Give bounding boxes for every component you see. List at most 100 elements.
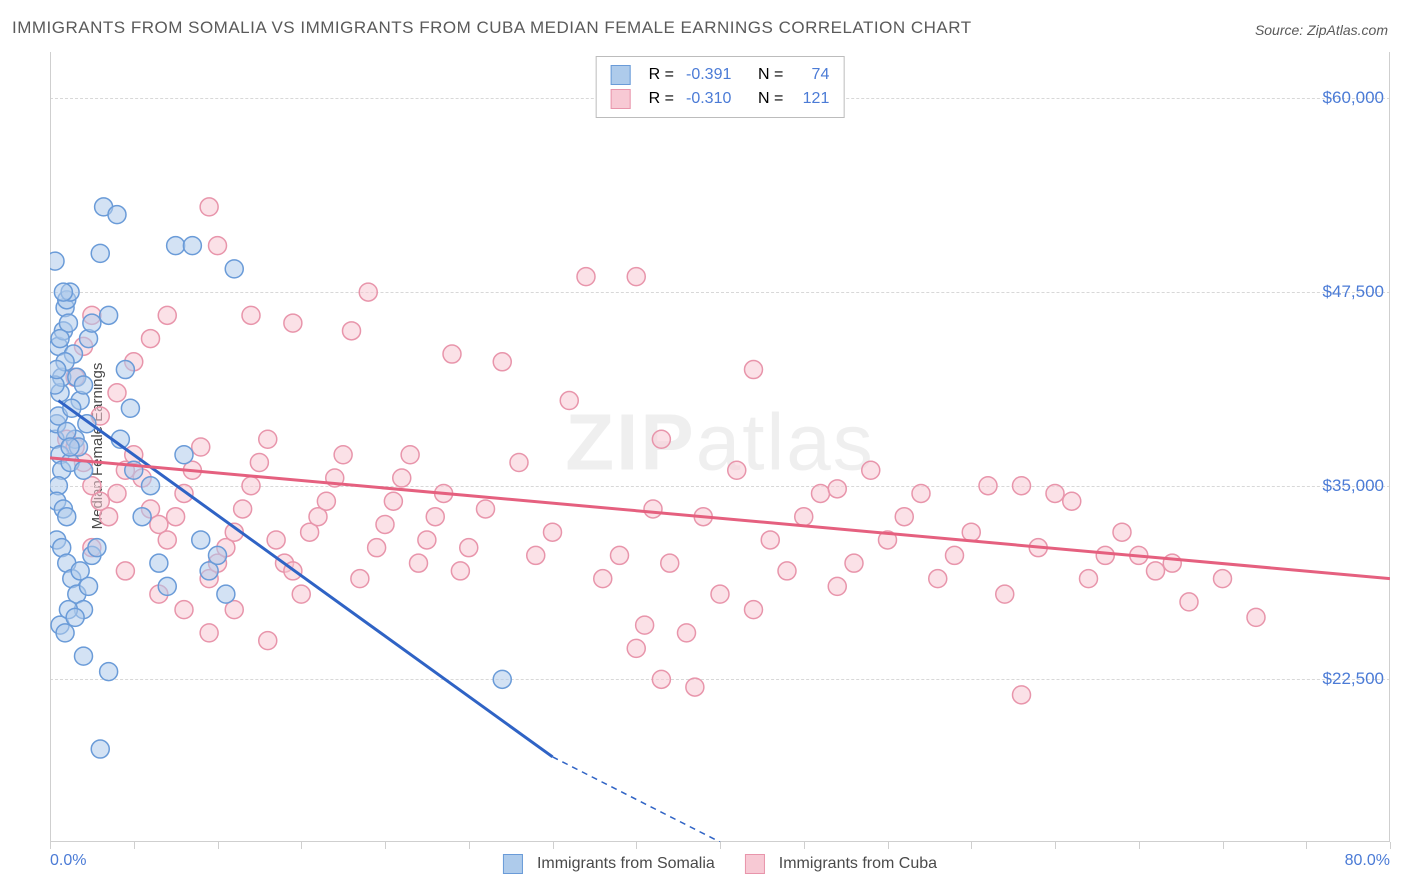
data-point bbox=[167, 237, 185, 255]
corr-row-0: R = -0.391 N = 74 bbox=[611, 63, 830, 87]
correlation-box: R = -0.391 N = 74 R = -0.310 N = 121 bbox=[596, 56, 845, 118]
data-point bbox=[209, 546, 227, 564]
data-point bbox=[761, 531, 779, 549]
x-minor-tick bbox=[50, 842, 51, 849]
data-point bbox=[1096, 546, 1114, 564]
data-point bbox=[560, 392, 578, 410]
data-point bbox=[158, 531, 176, 549]
data-point bbox=[58, 508, 76, 526]
data-point bbox=[66, 608, 84, 626]
data-point bbox=[862, 461, 880, 479]
data-point bbox=[359, 283, 377, 301]
data-point bbox=[845, 554, 863, 572]
data-point bbox=[234, 500, 252, 518]
data-point bbox=[267, 531, 285, 549]
data-point bbox=[91, 244, 109, 262]
x-minor-tick bbox=[553, 842, 554, 849]
data-point bbox=[1063, 492, 1081, 510]
x-minor-tick bbox=[720, 842, 721, 849]
data-point bbox=[410, 554, 428, 572]
data-point bbox=[80, 577, 98, 595]
data-point bbox=[88, 539, 106, 557]
legend-bottom: Immigrants from Somalia Immigrants from … bbox=[503, 854, 937, 874]
x-minor-tick bbox=[1306, 842, 1307, 849]
data-point bbox=[1147, 562, 1165, 580]
data-point bbox=[979, 477, 997, 495]
data-point bbox=[158, 306, 176, 324]
data-point bbox=[1080, 570, 1098, 588]
data-point bbox=[1046, 484, 1064, 502]
data-point bbox=[460, 539, 478, 557]
plot-area: ZIPatlas $22,500$35,000$47,500$60,000 R … bbox=[50, 52, 1390, 842]
x-minor-tick bbox=[1139, 842, 1140, 849]
data-point bbox=[1163, 554, 1181, 572]
swatch-series-0 bbox=[503, 854, 523, 874]
data-point bbox=[611, 546, 629, 564]
x-minor-tick bbox=[385, 842, 386, 849]
data-point bbox=[242, 477, 260, 495]
data-point bbox=[368, 539, 386, 557]
data-point bbox=[577, 268, 595, 286]
r-value-1: -0.310 bbox=[686, 90, 746, 108]
data-point bbox=[594, 570, 612, 588]
data-point bbox=[175, 601, 193, 619]
swatch-series-1 bbox=[745, 854, 765, 874]
data-point bbox=[192, 531, 210, 549]
data-point bbox=[401, 446, 419, 464]
trend-line bbox=[58, 401, 552, 757]
data-point bbox=[686, 678, 704, 696]
data-point bbox=[108, 384, 126, 402]
data-point bbox=[317, 492, 335, 510]
legend-item-0: Immigrants from Somalia bbox=[503, 854, 715, 874]
trend-line-extrapolated bbox=[553, 757, 721, 842]
data-point bbox=[778, 562, 796, 580]
legend-label-0: Immigrants from Somalia bbox=[537, 855, 715, 873]
data-point bbox=[652, 430, 670, 448]
data-point bbox=[54, 283, 72, 301]
x-minor-tick bbox=[888, 842, 889, 849]
data-point bbox=[242, 306, 260, 324]
data-point bbox=[100, 508, 118, 526]
data-point bbox=[209, 237, 227, 255]
data-point bbox=[142, 330, 160, 348]
data-point bbox=[636, 616, 654, 634]
data-point bbox=[116, 361, 134, 379]
n-value-1: 121 bbox=[795, 90, 829, 108]
data-point bbox=[51, 330, 69, 348]
data-point bbox=[75, 647, 93, 665]
data-point bbox=[250, 453, 268, 471]
data-point bbox=[200, 624, 218, 642]
data-point bbox=[962, 523, 980, 541]
x-minor-tick bbox=[636, 842, 637, 849]
data-point bbox=[527, 546, 545, 564]
data-point bbox=[75, 376, 93, 394]
data-point bbox=[745, 361, 763, 379]
data-point bbox=[1214, 570, 1232, 588]
data-point bbox=[627, 268, 645, 286]
corr-row-1: R = -0.310 N = 121 bbox=[611, 87, 830, 111]
r-label: R = bbox=[649, 66, 674, 84]
data-point bbox=[510, 453, 528, 471]
data-point bbox=[1113, 523, 1131, 541]
data-point bbox=[477, 500, 495, 518]
data-point bbox=[100, 663, 118, 681]
data-point bbox=[828, 480, 846, 498]
data-point bbox=[56, 624, 74, 642]
r-value-0: -0.391 bbox=[686, 66, 746, 84]
data-point bbox=[1013, 477, 1031, 495]
data-point bbox=[828, 577, 846, 595]
data-point bbox=[661, 554, 679, 572]
data-point bbox=[895, 508, 913, 526]
legend-label-1: Immigrants from Cuba bbox=[779, 855, 937, 873]
x-minor-tick bbox=[971, 842, 972, 849]
data-point bbox=[544, 523, 562, 541]
data-point bbox=[225, 260, 243, 278]
data-point bbox=[1247, 608, 1265, 626]
data-point bbox=[493, 353, 511, 371]
data-point bbox=[259, 632, 277, 650]
x-minor-tick bbox=[1390, 842, 1391, 849]
data-point bbox=[384, 492, 402, 510]
data-point bbox=[116, 562, 134, 580]
swatch-series-1 bbox=[611, 89, 631, 109]
data-point bbox=[1013, 686, 1031, 704]
